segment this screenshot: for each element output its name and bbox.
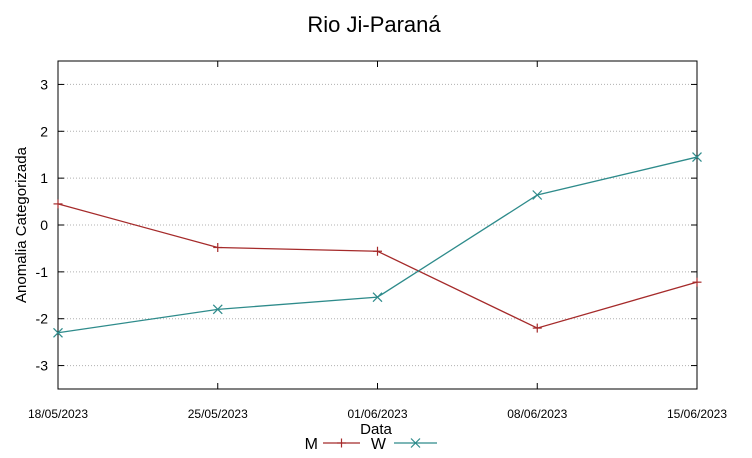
- data-point: [532, 323, 542, 333]
- x-axis-label: Data: [360, 421, 392, 438]
- y-tick-label: -3: [36, 358, 49, 374]
- y-tick-label: -2: [36, 311, 49, 327]
- y-tick-label: 1: [40, 170, 48, 186]
- x-tick-label: 25/05/2023: [188, 407, 248, 421]
- grid-lines: [58, 83, 697, 367]
- data-point: [212, 304, 223, 315]
- chart-title: Rio Ji-Paraná: [307, 12, 441, 37]
- legend-label-m: M: [305, 436, 318, 453]
- data-point: [692, 152, 702, 162]
- x-tick-label: 15/06/2023: [667, 407, 727, 421]
- x-axis-ticks: 18/05/2023 25/05/2023 01/06/2023 08/06/2023…: [28, 61, 727, 421]
- legend-marker-m: [337, 438, 346, 448]
- series-m: [53, 199, 702, 333]
- plot-area-frame: [57, 60, 698, 390]
- y-tick-label: 0: [40, 217, 48, 233]
- series-line-w: [57, 156, 698, 334]
- x-tick-label: 01/06/2023: [347, 407, 407, 421]
- series-layer: [53, 152, 702, 338]
- data-point: [372, 292, 383, 303]
- y-axis-ticks: 3 2 1 0 -1 -2 -3: [36, 76, 697, 374]
- data-point: [692, 277, 702, 287]
- data-point: [53, 327, 63, 338]
- y-tick-label: -1: [36, 264, 49, 280]
- legend-marker-w: [410, 438, 421, 448]
- data-point: [53, 199, 63, 209]
- legend-label-w: W: [371, 436, 387, 453]
- y-tick-label: 2: [40, 123, 48, 139]
- x-tick-label: 18/05/2023: [28, 407, 88, 421]
- y-axis-label: Anomalia Categorizada: [13, 146, 30, 303]
- y-tick-label: 3: [40, 76, 48, 92]
- data-point: [373, 246, 382, 256]
- data-point: [532, 190, 543, 200]
- x-tick-label: 08/06/2023: [507, 407, 567, 421]
- series-w: [53, 152, 702, 338]
- data-point: [213, 242, 223, 252]
- series-line-m: [57, 203, 698, 329]
